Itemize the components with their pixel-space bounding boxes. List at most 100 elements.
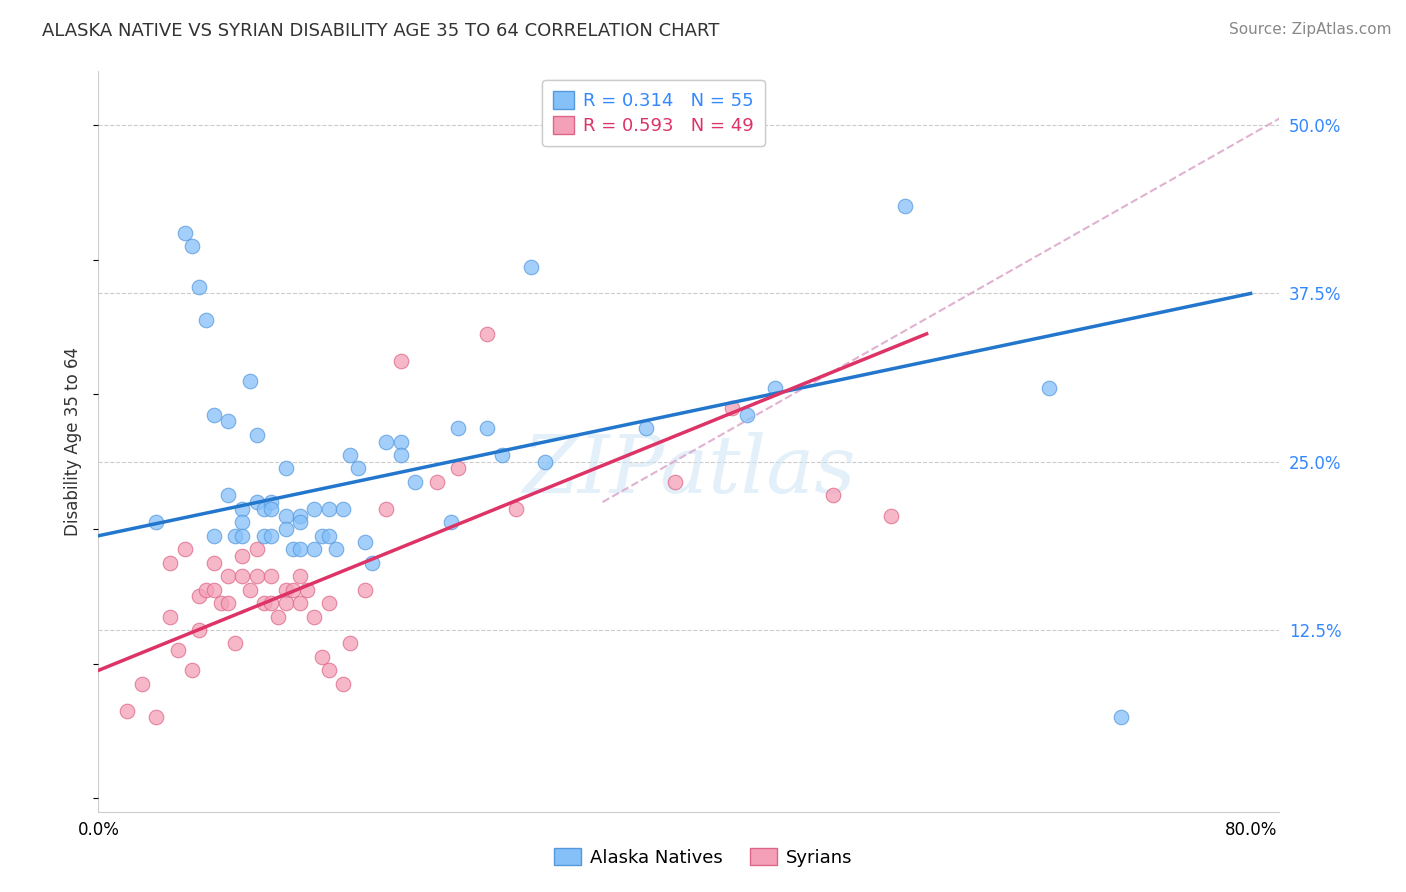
Point xyxy=(188,623,211,637)
Point xyxy=(195,313,218,327)
Point xyxy=(354,535,377,549)
Point xyxy=(195,582,218,597)
Text: ALASKA NATIVE VS SYRIAN DISABILITY AGE 35 TO 64 CORRELATION CHART: ALASKA NATIVE VS SYRIAN DISABILITY AGE 3… xyxy=(42,22,720,40)
Point xyxy=(246,495,269,509)
Point xyxy=(239,582,262,597)
Point xyxy=(260,495,283,509)
Point xyxy=(260,501,283,516)
Point xyxy=(231,569,253,583)
Point xyxy=(246,542,269,557)
Point xyxy=(288,569,311,583)
Point xyxy=(246,427,269,442)
Point xyxy=(231,501,253,516)
Point xyxy=(281,582,304,597)
Point xyxy=(159,556,181,570)
Point xyxy=(274,596,297,610)
Point xyxy=(115,704,138,718)
Point xyxy=(519,260,541,274)
Point xyxy=(288,508,311,523)
Point xyxy=(231,529,253,543)
Legend: Alaska Natives, Syrians: Alaska Natives, Syrians xyxy=(547,841,859,874)
Point xyxy=(145,516,167,530)
Point xyxy=(318,501,340,516)
Point xyxy=(311,529,333,543)
Point xyxy=(318,664,340,678)
Text: Source: ZipAtlas.com: Source: ZipAtlas.com xyxy=(1229,22,1392,37)
Point xyxy=(253,529,276,543)
Point xyxy=(274,522,297,536)
Point xyxy=(274,582,297,597)
Point xyxy=(325,542,347,557)
Point xyxy=(389,434,412,449)
Point xyxy=(389,353,412,368)
Point xyxy=(274,461,297,475)
Point xyxy=(166,643,188,657)
Point xyxy=(354,582,377,597)
Point xyxy=(217,596,239,610)
Point xyxy=(505,501,527,516)
Point xyxy=(477,421,499,435)
Point xyxy=(879,508,901,523)
Point xyxy=(304,609,326,624)
Point xyxy=(447,421,470,435)
Point xyxy=(173,542,195,557)
Point xyxy=(202,582,225,597)
Point xyxy=(477,326,499,341)
Point xyxy=(346,461,368,475)
Point xyxy=(173,226,195,240)
Point xyxy=(274,508,297,523)
Point xyxy=(239,374,262,388)
Point xyxy=(217,488,239,502)
Point xyxy=(253,501,276,516)
Point xyxy=(288,516,311,530)
Point xyxy=(1038,381,1060,395)
Point xyxy=(1109,710,1132,724)
Point xyxy=(246,569,269,583)
Point xyxy=(131,677,153,691)
Point xyxy=(231,549,253,563)
Point xyxy=(260,596,283,610)
Point xyxy=(209,596,232,610)
Point xyxy=(389,448,412,462)
Point xyxy=(304,542,326,557)
Point xyxy=(231,516,253,530)
Point xyxy=(267,609,290,624)
Point xyxy=(202,556,225,570)
Point xyxy=(361,556,384,570)
Point xyxy=(894,199,917,213)
Point xyxy=(202,408,225,422)
Point xyxy=(188,279,211,293)
Point xyxy=(181,239,204,253)
Point xyxy=(404,475,426,489)
Point xyxy=(375,501,398,516)
Point xyxy=(281,542,304,557)
Point xyxy=(217,569,239,583)
Point xyxy=(159,609,181,624)
Point xyxy=(253,596,276,610)
Point xyxy=(288,542,311,557)
Point xyxy=(339,448,361,462)
Y-axis label: Disability Age 35 to 64: Disability Age 35 to 64 xyxy=(65,347,83,536)
Point xyxy=(297,582,319,597)
Point xyxy=(318,596,340,610)
Point xyxy=(145,710,167,724)
Point xyxy=(721,401,744,415)
Point xyxy=(821,488,844,502)
Point xyxy=(260,529,283,543)
Point xyxy=(224,636,246,650)
Legend: R = 0.314   N = 55, R = 0.593   N = 49: R = 0.314 N = 55, R = 0.593 N = 49 xyxy=(541,80,765,146)
Point xyxy=(260,569,283,583)
Point xyxy=(735,408,758,422)
Point xyxy=(339,636,361,650)
Point xyxy=(304,501,326,516)
Point xyxy=(440,516,463,530)
Point xyxy=(181,664,204,678)
Point xyxy=(202,529,225,543)
Point xyxy=(664,475,686,489)
Point xyxy=(634,421,657,435)
Point xyxy=(188,590,211,604)
Point xyxy=(426,475,449,489)
Point xyxy=(534,455,557,469)
Point xyxy=(288,596,311,610)
Point xyxy=(447,461,470,475)
